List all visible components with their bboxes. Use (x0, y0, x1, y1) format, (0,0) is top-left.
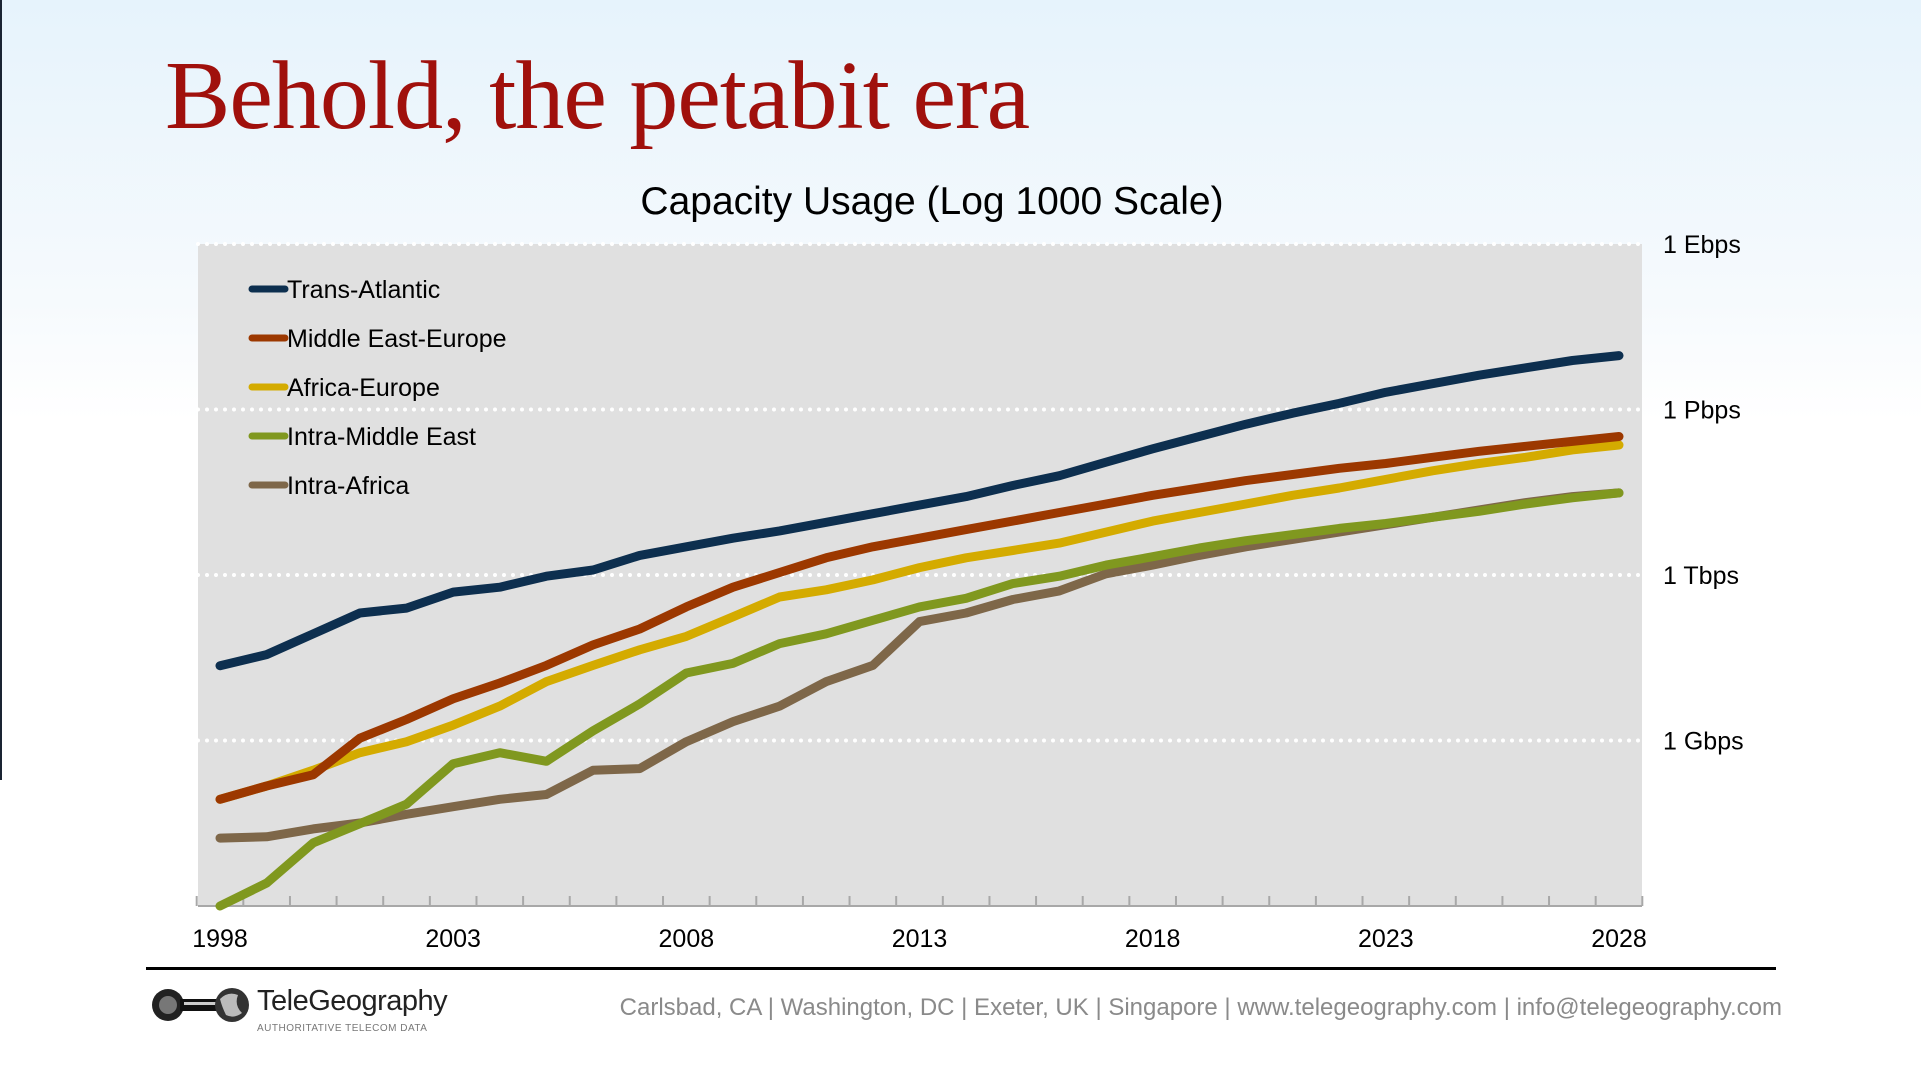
logo-tagline: AUTHORITATIVE TELECOM DATA (257, 1023, 428, 1034)
chart-title: Capacity Usage (Log 1000 Scale) (640, 180, 1224, 223)
series-line-africa-europe (215, 440, 1624, 804)
x-tick-label: 2018 (1125, 925, 1181, 953)
slide-title: Behold, the petabit era (165, 42, 1030, 150)
telephone-globe-icon (152, 988, 249, 1022)
x-tick-label: 1998 (192, 925, 248, 953)
telegeography-logo: TeleGeography AUTHORITATIVE TELECOM DATA (150, 983, 450, 1039)
legend-label: Africa-Europe (287, 374, 440, 402)
y-tick-label: 1 Pbps (1663, 397, 1741, 425)
x-tick-label: 2013 (892, 925, 948, 953)
logo-name: TeleGeography (257, 985, 448, 1017)
footer-contact-text: Carlsbad, CA | Washington, DC | Exeter, … (619, 994, 1782, 1021)
y-tick-label: 1 Tbps (1663, 562, 1739, 590)
y-tick-label: 1 Ebps (1663, 231, 1741, 259)
footer-divider (146, 967, 1776, 970)
series-line-middle-east-europe (215, 432, 1624, 804)
y-tick-label: 1 Gbps (1663, 728, 1744, 756)
x-tick-label: 2023 (1358, 925, 1414, 953)
series-line-trans-atlantic (215, 351, 1624, 671)
x-tick-label: 2008 (659, 925, 715, 953)
legend-label: Intra-Africa (287, 472, 409, 500)
legend-label: Middle East-Europe (287, 325, 507, 353)
x-tick-label: 2003 (425, 925, 481, 953)
slide-left-edge (0, 0, 2, 780)
x-tick-label: 2028 (1591, 925, 1647, 953)
legend-label: Intra-Middle East (287, 423, 476, 451)
series-line-intra-middle-east (215, 488, 1624, 911)
legend-label: Trans-Atlantic (287, 276, 440, 304)
